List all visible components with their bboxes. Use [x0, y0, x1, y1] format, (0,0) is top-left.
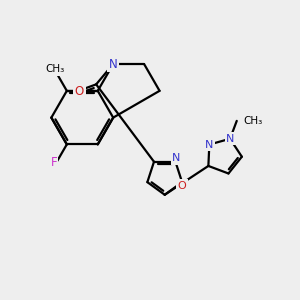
Text: CH₃: CH₃ [45, 64, 65, 74]
Text: O: O [178, 181, 187, 191]
Text: N: N [109, 58, 118, 70]
Text: O: O [75, 85, 84, 98]
Text: N: N [205, 140, 214, 149]
Text: N: N [226, 134, 234, 144]
Text: F: F [50, 156, 57, 169]
Text: N: N [172, 153, 180, 163]
Text: CH₃: CH₃ [243, 116, 262, 126]
